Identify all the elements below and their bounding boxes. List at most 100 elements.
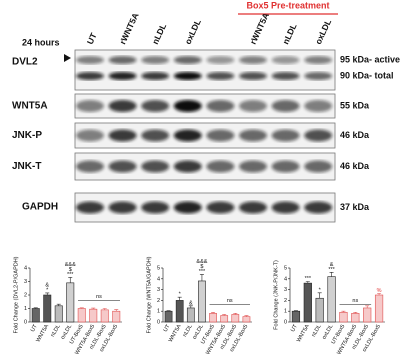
y-tick-label: 1 (24, 306, 27, 312)
band (76, 201, 104, 214)
error-bar (233, 313, 238, 315)
band (206, 100, 235, 112)
y-tick-label: 4 (24, 265, 27, 271)
y-tick-label: 5 (284, 265, 287, 271)
band (76, 72, 104, 80)
y-axis-label: Fold Change (DVL2-P/GAPDH) (13, 256, 19, 333)
y-tick-label: 4 (157, 276, 160, 282)
bracket-label: ns (227, 298, 233, 304)
arrowhead (64, 54, 71, 62)
bar (303, 282, 312, 323)
x-tick-label: UT (290, 323, 299, 333)
error-bar (211, 311, 216, 314)
bar (112, 310, 121, 323)
error-bar (79, 307, 84, 309)
band (76, 160, 104, 173)
band (271, 56, 300, 64)
band (173, 160, 202, 173)
error-bar (102, 308, 107, 310)
bar (209, 313, 217, 323)
error-bar (56, 303, 61, 306)
y-tick-label: 0 (157, 319, 160, 325)
band (141, 129, 170, 142)
error-bar (293, 310, 298, 312)
size-label: 37 kDa (340, 202, 370, 212)
band (304, 160, 333, 173)
band (141, 56, 170, 64)
lane-label: oxLDL (313, 18, 333, 46)
lane-label: UT (85, 31, 99, 46)
bar (363, 307, 372, 323)
bar (66, 282, 75, 323)
significance: $ (200, 264, 203, 270)
band (173, 129, 202, 142)
band (206, 72, 235, 80)
error-bar (305, 281, 310, 284)
lane-label: oxLDL (183, 18, 203, 46)
x-tick-label: nLDL (182, 324, 194, 338)
significance: & (45, 282, 49, 288)
bar (242, 316, 251, 323)
band (206, 129, 235, 142)
y-tick-label: 3 (24, 279, 27, 285)
band (108, 129, 137, 142)
band (271, 100, 300, 112)
band (76, 129, 104, 142)
protein-label: JNK-T (12, 161, 41, 172)
error-bar (114, 309, 119, 312)
x-tick-label: nLDL (50, 324, 62, 338)
bracket-label: ns (96, 294, 102, 300)
bar (175, 300, 184, 323)
band (141, 160, 170, 173)
significance: &&& (196, 259, 207, 265)
size-label: 90 kDa- total (340, 70, 394, 80)
y-axis-label: Fold Change (JNK-P/JNK-T) (273, 260, 279, 330)
band (108, 201, 137, 214)
significance: * (179, 292, 182, 298)
size-label: 95 kDa- active (340, 54, 400, 64)
band (206, 160, 235, 173)
band (239, 129, 267, 142)
band (173, 56, 202, 64)
bar (220, 315, 229, 323)
lane-label: nLDL (280, 22, 298, 46)
y-tick-label: 5 (157, 265, 160, 271)
y-tick-label: 0 (24, 319, 27, 325)
band (271, 72, 300, 80)
band (206, 201, 235, 214)
bar (100, 309, 109, 323)
band (108, 100, 137, 112)
error-bar (91, 307, 96, 310)
y-tick-label: 2 (284, 298, 287, 304)
y-tick-label: 3 (284, 287, 287, 293)
band (271, 129, 300, 142)
significance: % (377, 288, 382, 294)
band (304, 129, 333, 142)
error-bar (317, 292, 322, 299)
bar (198, 280, 206, 323)
significance: * (319, 287, 322, 293)
band (239, 160, 267, 173)
error-bar (377, 293, 382, 295)
band (271, 201, 300, 214)
error-bar (199, 274, 204, 281)
bar (231, 314, 240, 323)
band (141, 100, 170, 112)
error-bar (365, 305, 370, 308)
y-tick-label: 0 (284, 319, 287, 325)
band (239, 72, 267, 80)
significance: * (46, 287, 49, 293)
y-tick-label: 3 (157, 287, 160, 293)
lane-label: nLDL (150, 22, 168, 46)
bar (31, 308, 40, 323)
error-bar (353, 311, 358, 314)
band (173, 201, 202, 214)
band (206, 56, 235, 64)
error-bar (177, 296, 182, 301)
protein-label: GAPDH (22, 202, 58, 213)
significance: &&& (65, 262, 76, 268)
bar (291, 310, 301, 323)
band (304, 72, 333, 80)
y-tick-label: 4 (284, 276, 287, 282)
